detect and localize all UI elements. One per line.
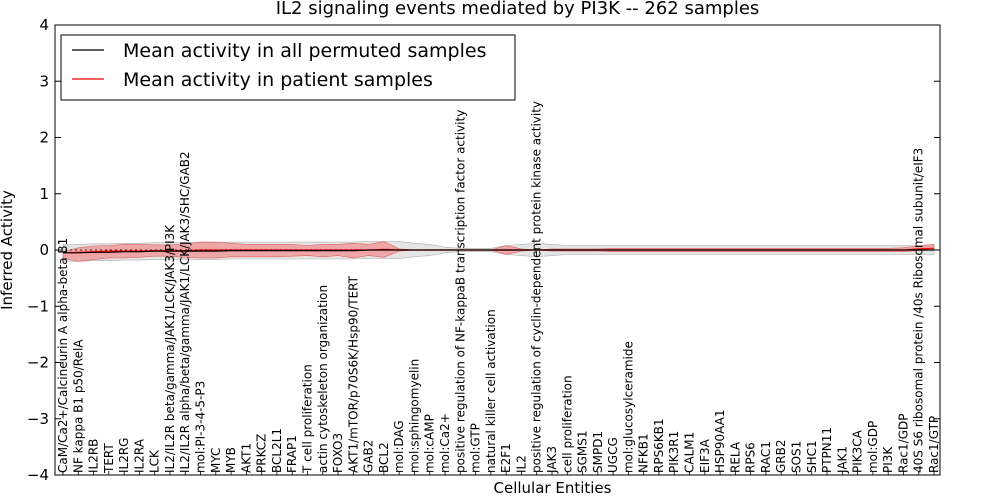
category-label: AKT1 [239,443,253,473]
category-label: mol:cAMP [423,414,437,473]
category-label: IL2RG [117,438,131,474]
y-tick-label: 1 [39,185,49,203]
category-label: GAB2 [362,440,376,473]
category-label: mol:GTP [469,423,483,473]
category-label: AKT1/mTOR/p70S6K/Hsp90/TERT [346,275,360,473]
category-labels: CaM/Ca2+/Calcineurin A alpha-beta B1 NF k… [56,101,941,475]
legend-label-patient: Mean activity in patient samples [123,69,433,91]
category-label: SMPD1 [591,431,605,473]
category-label: 40S S6 ribosomal protein /40s Ribosomal … [912,148,926,473]
confidence-bands [62,241,935,262]
category-label: UGCG [606,437,620,473]
category-label: CaM/Ca2+/Calcineurin A alpha-beta B1 [56,238,70,473]
category-label: BCL2 [377,442,391,473]
y-axis-label: Inferred Activity [0,190,16,310]
y-axis-ticks: −4 −3 −2 −1 0 1 2 3 4 [27,16,940,484]
series-line-permuted [63,249,934,254]
category-label: SOS1 [789,441,803,473]
y-tick-label: 0 [39,241,49,259]
category-label: mol:glucosylceramide [621,341,635,473]
category-label: mol:PI-3-4-5-P3 [194,381,208,473]
category-label: TERT [102,443,116,474]
series-lines [55,247,940,254]
category-label: SGMS1 [576,430,590,473]
category-label: PIK3CA [851,429,865,473]
category-label: mol:DAG [392,420,406,473]
category-label: MYB [224,447,238,473]
y-tick-label: −4 [27,466,49,484]
category-label: MYC [209,448,223,473]
category-label: SHC1 [805,440,819,473]
category-label: IL2 [514,455,528,473]
category-label: RELA [728,441,742,473]
y-tick-label: −1 [27,297,49,315]
category-label: positive regulation of cyclin-dependent … [530,101,544,473]
category-label: IL2RA [132,438,146,473]
band-patient-inner [63,245,934,258]
category-label: PI3K [881,446,895,473]
category-label: JAK1 [835,446,849,474]
category-label: GRB2 [774,439,788,473]
y-tick-label: 4 [39,16,49,34]
category-label: positive regulation of NF-kappaB transcr… [453,110,467,473]
y-tick-label: 2 [39,129,49,147]
category-label: EIF3A [698,438,712,473]
category-label: BCL2L1 [270,428,284,473]
category-label: FOXO3 [331,433,345,473]
category-label: mol:GDP [866,421,880,473]
category-label: FRAP1 [285,435,299,473]
category-label: mol:sphingomyelin [407,359,421,473]
category-label: NF kappa B1 p50/RelA [71,339,85,473]
category-label: LCK [148,449,162,473]
category-label: PTPN11 [820,427,834,473]
category-label: IL2/IL2R beta/gamma/JAK1/LCK/JAK3/PI3K [163,224,177,473]
category-label: T cell proliferation [300,364,314,474]
chart-title: IL2 signaling events mediated by PI3K --… [276,0,760,19]
category-label: mol:Ca2+ [438,413,452,473]
y-tick-label: −3 [27,410,49,428]
category-label: RPS6 [744,442,758,473]
category-label: IL2RB [87,439,101,473]
category-label: PIK3R1 [667,431,681,473]
y-tick-label: 3 [39,72,49,90]
category-label: natural killer cell activation [484,309,498,473]
legend-label-permuted: Mean activity in all permuted samples [123,40,486,62]
category-label: NFKB1 [637,433,651,473]
category-label: cell proliferation [560,375,574,473]
category-label: PRKCZ [255,434,269,473]
category-label: RAC1 [759,441,773,473]
legend: Mean activity in all permuted samples Me… [60,34,516,101]
category-label: RPS6KB1 [652,418,666,473]
category-label: actin cytoskeleton organization [316,285,330,473]
category-label: Rac1/GTP [927,416,941,473]
y-tick-label: −2 [27,354,49,372]
category-label: HSP90AA1 [713,409,727,473]
category-label: CALM1 [683,432,697,473]
legend-box [60,34,516,101]
x-axis-label: Cellular Entities [494,479,612,497]
category-label: Rac1/GDP [896,414,910,473]
category-label: IL2/IL2R alpha/beta/gamma/JAK1/LCK/JAK3/… [178,151,192,473]
category-label: E2F1 [499,443,513,473]
category-label: JAK3 [545,446,559,474]
